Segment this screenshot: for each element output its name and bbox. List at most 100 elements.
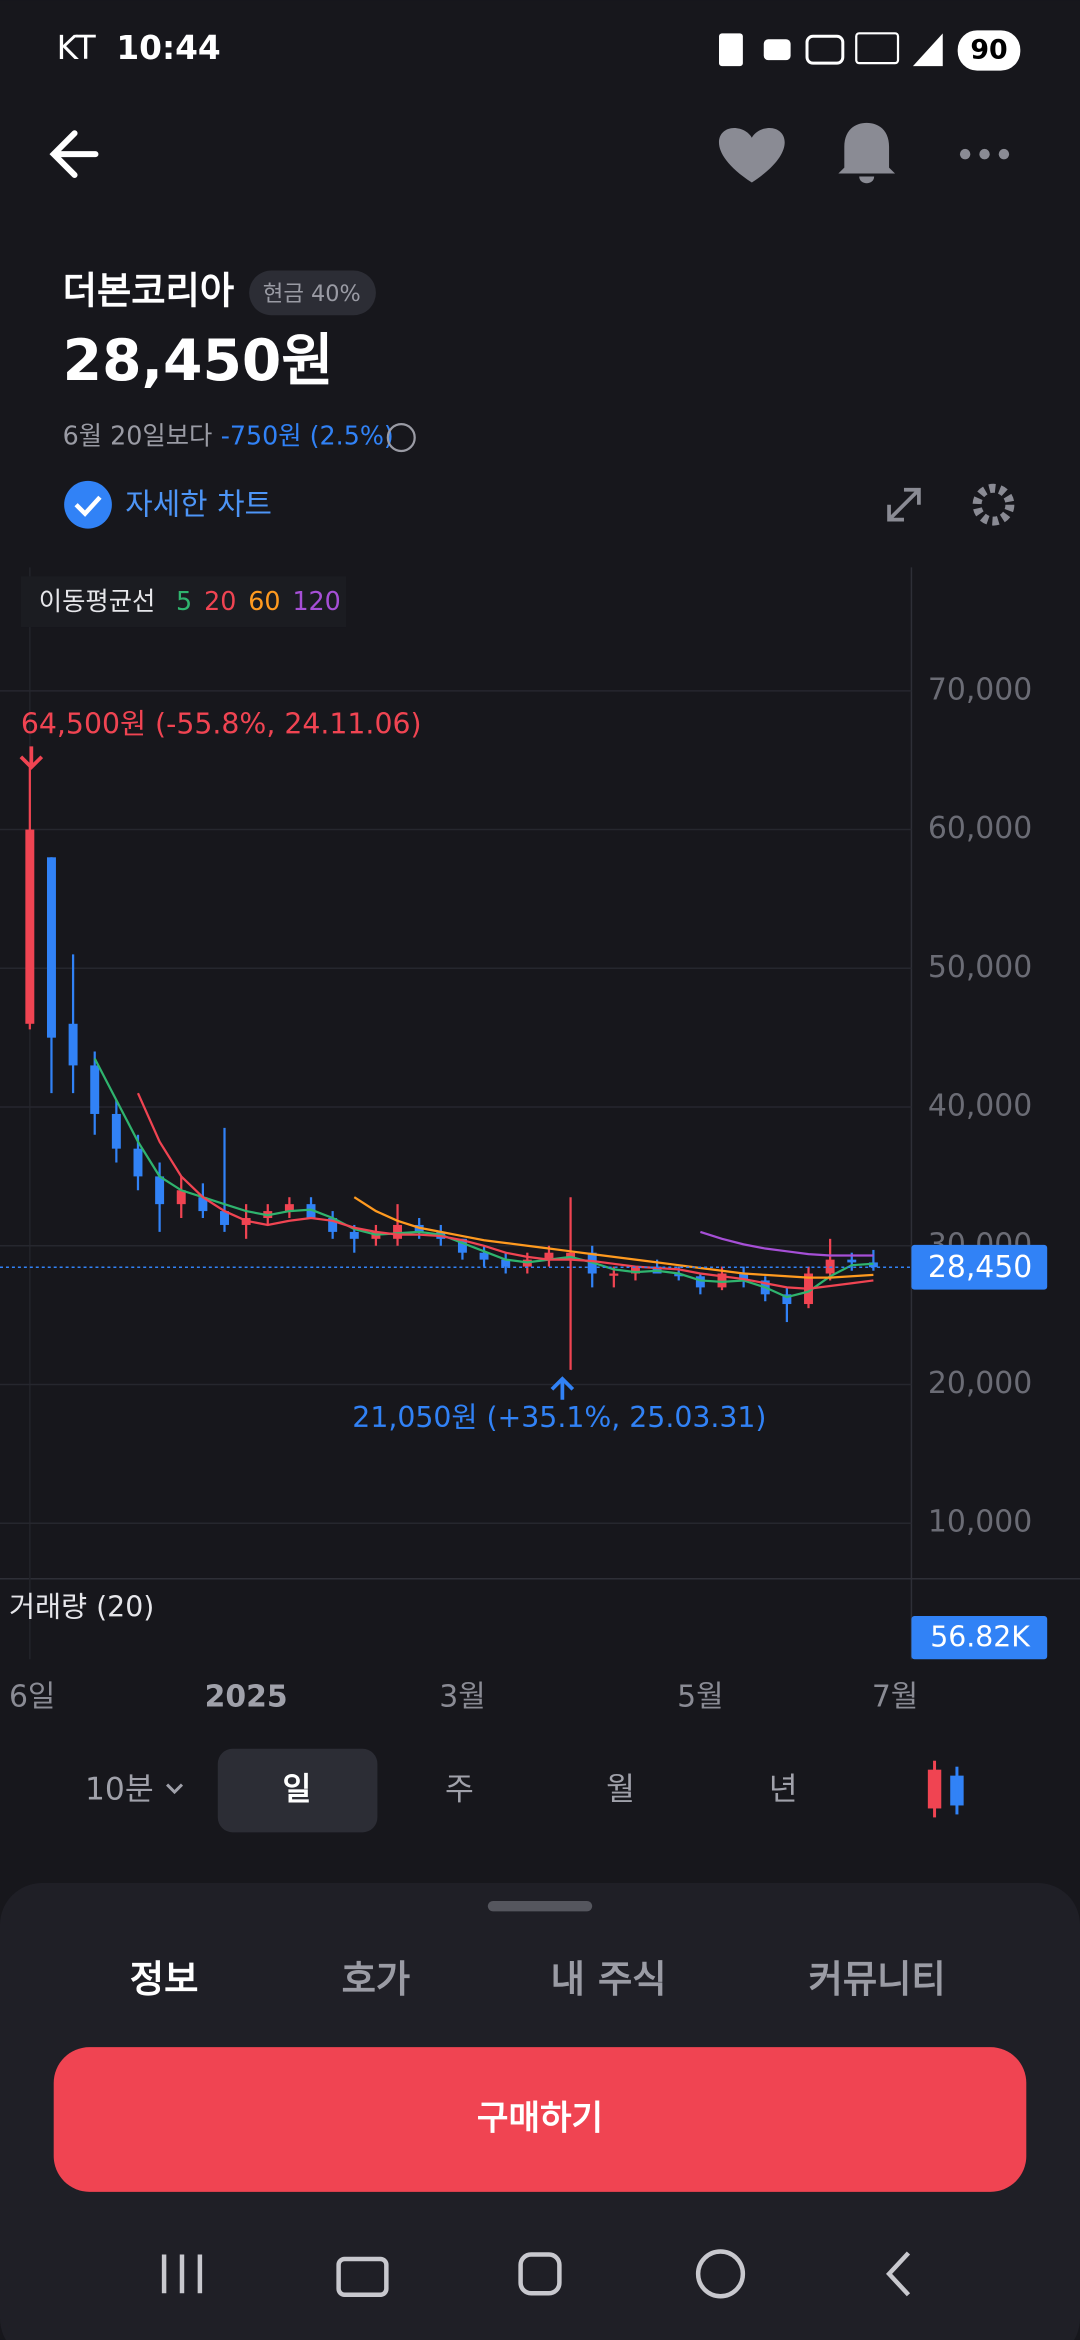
y-tick-label: 20,000 [928,1366,1032,1401]
nav-camera[interactable] [336,2256,389,2297]
legend-entry: 120 [292,586,340,616]
tab[interactable]: 커뮤니티 [809,1957,946,2001]
candle-body [220,1211,229,1225]
x-tick-label: 2025 [205,1680,288,1715]
legend-title: 이동평균선 [39,586,156,616]
back-button[interactable] [49,130,99,179]
y-tick-label: 70,000 [928,672,1032,707]
candle-body [739,1273,749,1281]
ma-line [353,1196,874,1279]
candle-body [133,1148,143,1177]
candle-body [630,1266,640,1274]
candle-body [695,1276,705,1288]
y-tick-label: 10,000 [928,1505,1032,1540]
check-icon[interactable] [64,480,112,529]
volume-value: 56.82K [930,1620,1031,1653]
candle-body [674,1273,684,1277]
candle-body [544,1252,554,1260]
period-option[interactable]: 주 [445,1772,474,1808]
legend-bg [20,576,347,628]
ma-line [136,1092,874,1290]
help-icon[interactable] [386,423,416,453]
candle-body [284,1204,294,1212]
plot: 10,00020,00030,00040,00050,00060,00070,0… [0,672,1032,1540]
candle-body [328,1218,338,1232]
alert-button[interactable] [838,122,896,184]
nav-browser[interactable] [695,2249,746,2299]
x-tick-label: 6일 [9,1680,55,1715]
candle-body [717,1273,727,1288]
volume-label: 거래량 (20) [9,1591,154,1624]
tab[interactable]: 정보 [130,1957,199,2001]
y-tick-label: 60,000 [928,811,1032,846]
stock-name: 더본코리아 [63,268,235,312]
buy-button[interactable]: 구매하기 [477,2099,603,2139]
expand-button[interactable] [887,487,921,522]
y-tick-label: 50,000 [928,950,1032,985]
nav-recent[interactable] [161,2254,203,2294]
candle-body [609,1273,619,1276]
clock: 10:44 [116,29,220,67]
candle-body [457,1238,467,1253]
candle-body [847,1259,857,1263]
check-mark [74,495,102,517]
compare-label: 6월 20일보다 [63,421,213,451]
period-option[interactable]: 10분 [85,1772,154,1808]
current-price-badge [911,1244,1048,1290]
chart-toggle[interactable]: 자세한 차트 [125,488,272,523]
price: 28,450원 [63,328,334,394]
ma-line [700,1230,874,1257]
period-option[interactable]: 월 [606,1772,635,1808]
nav-home[interactable] [518,2252,562,2296]
y-tick-label: 40,000 [928,1089,1032,1124]
candle-body [111,1113,121,1149]
dropdown-chevron [166,1783,184,1795]
high-annotation: 64,500원 (-55.8%, 24.11.06) [21,707,422,740]
candle-body [155,1176,165,1205]
tab[interactable]: 내 주식 [551,1957,667,2001]
nav-back[interactable] [886,2251,911,2297]
legend-entry: 20 [204,586,236,616]
legend-entry: 60 [248,586,280,616]
tab[interactable]: 호가 [342,1957,411,2001]
candle-body [46,857,56,1038]
candle-body [501,1259,511,1267]
candle-body [68,1023,78,1066]
buy-button-bg[interactable] [53,2047,1027,2192]
legend-entry: 5 [176,586,192,616]
candle-body [479,1252,489,1260]
low-annotation: 21,050원 (+35.1%, 25.03.31) [352,1401,766,1434]
period-selected-bg [217,1748,378,1833]
battery: 90 [970,35,1007,66]
candle-body [782,1294,792,1305]
favorite-button[interactable] [718,127,785,183]
more-button[interactable] [959,148,1010,160]
settings-button[interactable] [972,483,1015,526]
current-price-label: 28,450 [928,1250,1032,1285]
candle-body [349,1231,359,1239]
sheet-handle[interactable] [487,1900,593,1912]
badge: 현금 40% [263,281,361,307]
period-option[interactable]: 년 [769,1772,798,1808]
x-tick-label: 5월 [677,1680,723,1715]
candle-body [25,829,35,1024]
candle-body [198,1197,208,1212]
change: -750원 (2.5%) [221,421,394,451]
x-tick-label: 7월 [872,1680,918,1715]
candle-body [393,1224,403,1239]
volume-badge [911,1616,1048,1660]
badge-bg [249,270,376,316]
x-tick-label: 3월 [439,1680,485,1715]
status-icons [719,30,1021,71]
high-arrow [19,746,44,770]
candle-icon[interactable] [927,1760,964,1818]
candle-body [90,1065,100,1114]
ma-line [93,1057,874,1299]
nav-bar [161,2249,911,2299]
period-option[interactable]: 일 [282,1772,311,1808]
candle-body [176,1190,186,1205]
candle-body [306,1204,316,1219]
carrier: KT [57,29,97,67]
